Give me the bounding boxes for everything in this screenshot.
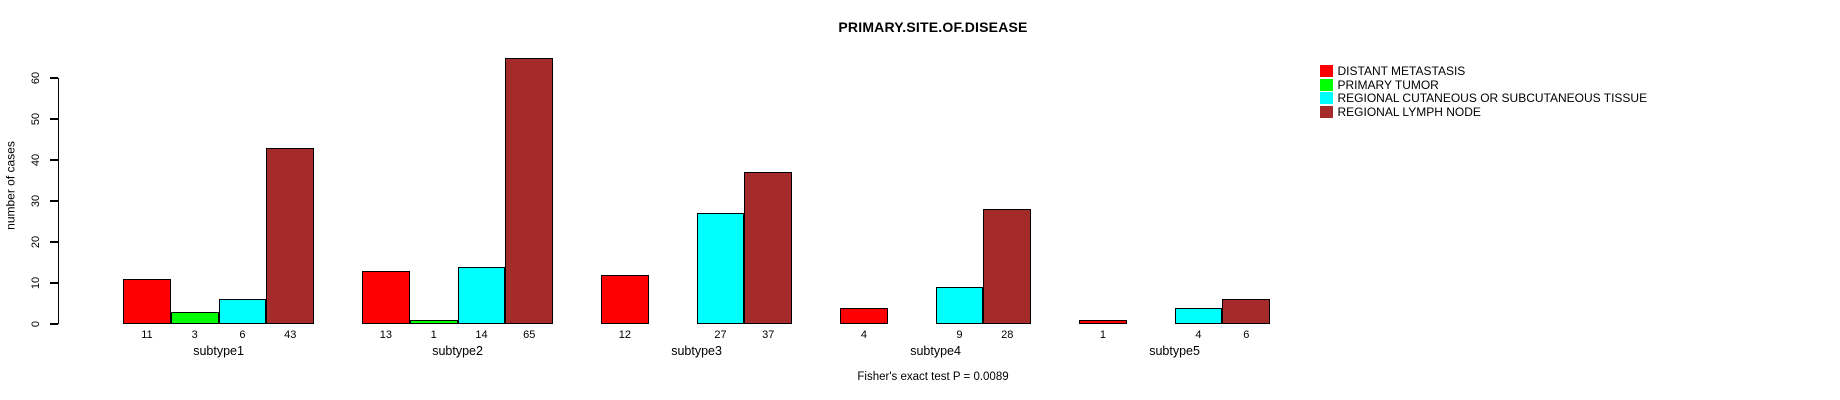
bar-value-label: 6	[1243, 329, 1250, 341]
bar-value-label: 1	[1099, 329, 1106, 341]
bar	[1174, 307, 1223, 324]
y-tick-label: 0	[30, 320, 42, 328]
y-tick-label: 60	[30, 71, 42, 85]
bar	[457, 266, 506, 324]
legend-item-label: REGIONAL CUTANEOUS OR SUBCUTANEOUS TISSU…	[1337, 91, 1648, 106]
bar-value-label: 11	[141, 329, 153, 341]
x-category-label: subtype2	[432, 344, 483, 358]
bar-value-label: 1	[430, 329, 437, 341]
bar-value-label: 43	[284, 329, 297, 341]
y-tick-label: 30	[30, 194, 42, 208]
legend-item: PRIMARY TUMOR	[1320, 78, 1647, 92]
legend-item-label: DISTANT METASTASIS	[1337, 63, 1466, 78]
y-tick	[49, 118, 58, 120]
y-tick	[49, 159, 58, 161]
x-category-label: subtype4	[910, 344, 961, 358]
bar-value-label: 4	[1195, 329, 1202, 341]
x-category-label: subtype3	[671, 344, 722, 358]
y-axis-line	[57, 78, 59, 324]
legend-item: REGIONAL CUTANEOUS OR SUBCUTANEOUS TISSU…	[1320, 91, 1647, 105]
legend-swatch-icon	[1320, 92, 1333, 105]
legend-item-label: PRIMARY TUMOR	[1337, 77, 1439, 92]
bar	[123, 278, 171, 324]
y-axis-label: number of cases	[3, 141, 18, 230]
bar-value-label	[1127, 329, 1175, 341]
y-tick-label: 10	[30, 276, 42, 290]
bar	[744, 172, 793, 324]
x-category-label: subtype5	[1149, 344, 1200, 358]
bar-value-label: 13	[379, 329, 393, 341]
legend: DISTANT METASTASIS PRIMARY TUMOR REGIONAL …	[1320, 64, 1647, 119]
bar-value-label: 27	[714, 329, 727, 341]
bar-value-label: 14	[475, 329, 488, 341]
bar-value-label: 3	[191, 329, 198, 341]
y-tick	[49, 323, 58, 325]
bar-value-label: 28	[1001, 329, 1014, 341]
bar	[409, 319, 458, 324]
bar-value-label	[888, 329, 936, 341]
legend-item-label: REGIONAL LYMPH NODE	[1337, 104, 1481, 119]
legend-item: DISTANT METASTASIS	[1320, 64, 1647, 78]
y-tick-label: 40	[30, 153, 42, 167]
bar	[362, 270, 410, 324]
bar	[1079, 319, 1127, 324]
bar	[266, 147, 315, 324]
x-category-label: subtype1	[193, 344, 244, 358]
bar	[1222, 299, 1271, 324]
bar	[935, 287, 984, 324]
legend-swatch-icon	[1320, 78, 1333, 91]
chart-title: PRIMARY.SITE.OF.DISEASE	[838, 19, 1028, 35]
bar	[170, 311, 219, 324]
y-tick	[49, 77, 58, 79]
y-tick	[49, 241, 58, 243]
bar-value-label: 6	[239, 329, 246, 341]
fisher-test-annotation: Fisher's exact test P = 0.0089	[857, 371, 1009, 383]
legend-swatch-icon	[1320, 105, 1333, 118]
bar-value-label: 65	[523, 329, 536, 341]
y-tick-label: 20	[30, 235, 42, 249]
bar-value-label: 4	[860, 329, 867, 341]
legend-swatch-icon	[1320, 64, 1333, 77]
bar-value-label: 37	[762, 329, 775, 341]
y-tick-label: 50	[30, 112, 42, 126]
bar	[505, 57, 554, 324]
bar	[983, 209, 1032, 324]
y-tick	[49, 282, 58, 284]
bar	[218, 299, 267, 324]
bar-value-label: 12	[618, 329, 632, 341]
y-tick	[49, 200, 58, 202]
bar	[696, 213, 745, 324]
bar-value-label	[649, 329, 697, 341]
bar	[840, 307, 888, 324]
legend-item: REGIONAL LYMPH NODE	[1320, 105, 1647, 119]
bar-value-label: 9	[956, 329, 963, 341]
bar	[601, 274, 649, 324]
